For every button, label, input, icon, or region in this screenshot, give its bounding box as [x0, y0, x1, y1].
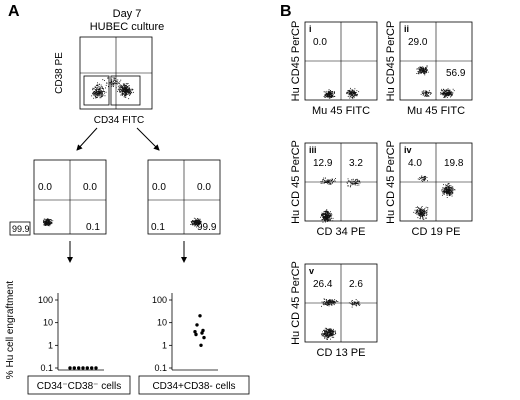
- top-flow-plot: CD38 PE CD34 FITC: [54, 36, 153, 126]
- quadrant-ul-value: 29.0: [408, 37, 428, 48]
- plot-ylabel: Hu CD45 PerCP: [290, 21, 302, 102]
- gate-left: [83, 75, 110, 106]
- plot-events: [416, 65, 455, 98]
- engraftment-charts: % Hu cell engraftment 100 10 1 0.1 100 10 1 0.…: [5, 281, 250, 395]
- plot-roman-numeral: i: [309, 24, 312, 34]
- engraftment-point: [72, 366, 77, 370]
- y-tick-label: 100: [152, 295, 167, 305]
- engraftment-point: [199, 343, 203, 347]
- plot-xlabel: CD 34 PE: [317, 226, 366, 238]
- arrow-to-left-plot: [76, 127, 98, 151]
- left-plot-q-lr: 0.1: [86, 222, 100, 233]
- engraftment-chart-left: 100 10 1 0.1: [38, 293, 104, 373]
- plot-xlabel: Mu 45 FITC: [312, 105, 370, 117]
- top-plot-events: [91, 77, 134, 100]
- left-gate-box: [9, 221, 31, 236]
- panel-a-title-line1: Day 7: [113, 8, 142, 20]
- y-tick-label: 10: [157, 318, 167, 328]
- plot-xlabel: CD 13 PE: [317, 347, 366, 359]
- flow-plot-v: v 26.4 2.6 Hu CD 45 PerCP CD 13 PE: [290, 261, 378, 359]
- top-plot-xlabel: CD34 FITC: [94, 115, 145, 126]
- right-sorted-plot: 0.0 0.0 0.1 99.9: [147, 159, 221, 235]
- plot-roman-numeral: iii: [309, 145, 317, 155]
- left-plot-q-ul: 0.0: [38, 182, 52, 193]
- y-tick-label: 1: [48, 340, 53, 350]
- left-plot-events: [43, 218, 54, 227]
- quadrant-lr-value: 56.9: [446, 68, 466, 79]
- quadrant-ul-value: 4.0: [408, 158, 422, 169]
- engraftment-point: [200, 331, 204, 335]
- flow-plot-iv: iv 4.0 19.8 Hu CD 45 PerCP CD 19 PE: [385, 140, 473, 238]
- plot-roman-numeral: iv: [404, 145, 412, 155]
- left-sorted-plot: 0.0 0.0 99.9 0.1: [9, 159, 107, 236]
- right-caption: CD34+CD38- cells: [152, 381, 235, 392]
- right-plot-q-ur: 0.0: [197, 182, 211, 193]
- y-tick-label: 1: [162, 340, 167, 350]
- plot-ylabel: Hu CD45 PerCP: [385, 21, 397, 102]
- y-tick-label: 10: [43, 318, 53, 328]
- engraftment-point: [94, 366, 98, 370]
- right-caption-box: [138, 375, 250, 395]
- quadrant-ul-value: 0.0: [313, 37, 327, 48]
- engraftment-chart-right: 100 10 1 0.1: [152, 293, 218, 373]
- panel-a-label: A: [8, 3, 20, 20]
- left-caption-box: [27, 375, 131, 395]
- engraftment-point: [195, 323, 199, 327]
- quadrant-ur-value: 19.8: [444, 158, 464, 169]
- quadrant-ur-value: 3.2: [349, 158, 363, 169]
- right-plot-q-ll: 0.1: [151, 222, 165, 233]
- top-plot-ylabel: CD38 PE: [54, 52, 65, 94]
- left-caption: CD34⁻CD38⁻ cells: [37, 381, 121, 392]
- gate-right: [110, 75, 141, 106]
- engraftment-point: [202, 335, 206, 340]
- y-tick-label: 100: [38, 295, 53, 305]
- engraftment-point: [77, 366, 81, 370]
- plot-events: [323, 87, 360, 99]
- plot-ylabel: Hu CD 45 PerCP: [290, 261, 302, 345]
- right-plot-events: [190, 217, 202, 228]
- plot-ylabel: Hu CD 45 PerCP: [290, 140, 302, 224]
- flow-plot-iii: iii 12.9 3.2 Hu CD 45 PerCP CD 34 PE: [290, 140, 378, 238]
- right-plot-q-lr: 99.9: [197, 222, 217, 233]
- left-plot-q-ur: 0.0: [83, 182, 97, 193]
- left-plot-q-ll: 99.9: [12, 224, 30, 234]
- engraftment-point: [198, 314, 202, 318]
- flow-plot-ii: ii 29.0 56.9 Hu CD45 PerCP Mu 45 FITC: [385, 21, 473, 117]
- engraftment-point: [68, 366, 72, 370]
- engraftment-point: [194, 332, 198, 337]
- flow-plot-i: i0.0 Hu CD45 PerCP Mu 45 FITC: [290, 21, 378, 117]
- engraftment-point: [90, 366, 94, 370]
- y-tick-label: 0.1: [154, 363, 167, 373]
- plot-ylabel: Hu CD 45 PerCP: [385, 140, 397, 224]
- plot-xlabel: Mu 45 FITC: [407, 105, 465, 117]
- plot-events: [413, 175, 456, 220]
- panel-b-plots: i0.0 Hu CD45 PerCP Mu 45 FITC ii 29.0 56.9 Hu …: [290, 21, 473, 359]
- plot-roman-numeral: v: [309, 266, 314, 276]
- plot-events: [320, 177, 361, 223]
- quadrant-ul-value: 12.9: [313, 158, 333, 169]
- quadrant-ul-value: 26.4: [313, 279, 333, 290]
- engraftment-point: [193, 330, 197, 334]
- quadrant-ur-value: 2.6: [349, 279, 363, 290]
- engraftment-point: [81, 366, 85, 370]
- arrow-to-right-plot: [136, 127, 160, 151]
- panel-b-label: B: [280, 3, 292, 20]
- right-plot-q-ul: 0.0: [152, 182, 166, 193]
- plot-xlabel: CD 19 PE: [412, 226, 461, 238]
- y-tick-label: 0.1: [40, 363, 53, 373]
- engraftment-ylabel: % Hu cell engraftment: [5, 281, 16, 380]
- engraftment-point: [85, 366, 90, 370]
- plot-roman-numeral: ii: [404, 24, 409, 34]
- panel-a-title-line2: HUBEC culture: [90, 21, 165, 33]
- plot-events: [321, 298, 361, 340]
